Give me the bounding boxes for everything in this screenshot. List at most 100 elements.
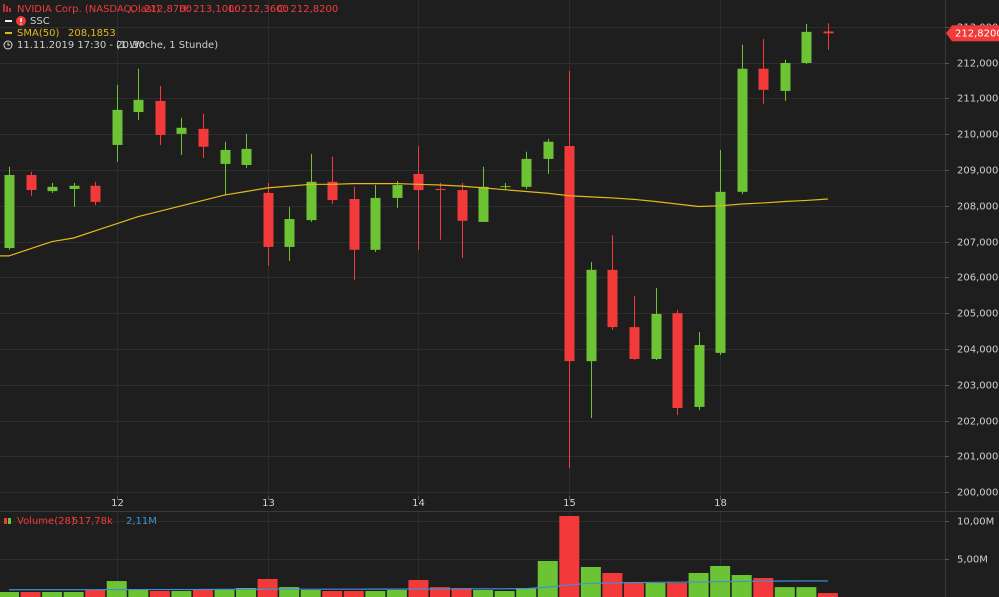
ohlc-label: L: 212,3600 [229, 4, 289, 15]
legend-swatch [5, 32, 12, 34]
candle-body [629, 327, 640, 359]
y-tick-label: 212,0000 [957, 59, 999, 70]
candle-body [392, 185, 403, 198]
volume-bar [473, 590, 494, 597]
volume-bar [365, 590, 386, 597]
volume-bar [688, 572, 709, 597]
volume-bar [20, 591, 41, 597]
legend-entry: 2,11M [126, 516, 157, 527]
volume-title: Volume(28) [17, 516, 75, 527]
ohlc-label: C: 212,8200 [277, 4, 338, 15]
chart-title: NVIDIA Corp. (NASDAQ, last) [17, 4, 160, 15]
volume-bar [645, 583, 666, 597]
candle-body [435, 188, 446, 191]
x-tick-label: 18 [714, 498, 727, 509]
x-tick-label: 13 [262, 498, 275, 509]
candle-body [413, 173, 424, 191]
candle-body [306, 181, 317, 221]
y-tick-label: 207,0000 [957, 238, 999, 249]
ohlc-label: H: 213,1000 [179, 4, 241, 15]
x-tick-label: 15 [563, 498, 576, 509]
volume-bar [753, 577, 774, 597]
candle-body [607, 269, 618, 328]
clock-hands [7, 42, 10, 46]
volume-bar [106, 581, 127, 597]
volume-bar [430, 587, 450, 597]
x-tick-label: 12 [111, 498, 124, 509]
candle-body [133, 99, 144, 113]
volume-last: 517,78k [72, 516, 113, 527]
y-tick-label: 210,0000 [957, 130, 999, 141]
candle-body [586, 269, 597, 362]
volume-bar [0, 591, 19, 597]
y-tick-label: 206,0000 [957, 273, 999, 284]
volume-icon [4, 518, 7, 524]
volume-bar [386, 590, 407, 597]
volume-bar [149, 590, 170, 597]
legend-entry: SMA(50) [17, 28, 59, 39]
candle-body [758, 68, 769, 90]
candle-body [176, 127, 187, 134]
candle-body [198, 128, 209, 147]
volume-bar [322, 590, 343, 597]
candle-body [284, 219, 295, 247]
candle-body [327, 181, 338, 201]
candle-body [112, 109, 123, 145]
candle-body [47, 186, 58, 192]
legend-value: 208,1853 [68, 28, 116, 39]
volume-bar [796, 587, 817, 597]
candle-body [349, 198, 360, 250]
candle-body [521, 158, 532, 187]
y-tick-label: 204,0000 [957, 345, 999, 356]
last-price-label: 212,8200 [955, 28, 999, 39]
candle-body [155, 100, 166, 135]
volume-bar [623, 582, 644, 597]
legend-swatch [5, 20, 12, 22]
volume-bar [63, 591, 84, 597]
volume-bar [192, 590, 213, 597]
candle-body [500, 186, 511, 188]
candle-body [694, 345, 705, 407]
volume-bar [300, 590, 321, 597]
volume-bar [214, 590, 235, 597]
y-tick-label: 203,0000 [957, 381, 999, 392]
volume-bar [494, 590, 515, 597]
volume-bar [171, 590, 192, 597]
volume-bar [451, 588, 472, 597]
chart-icon [3, 4, 11, 12]
volume-bar [774, 587, 795, 597]
y-tick-label: 5,00M [957, 555, 988, 566]
volume-bar [537, 560, 558, 597]
candle-body [90, 185, 101, 202]
candle-body [263, 192, 274, 247]
candle-body [780, 62, 791, 91]
candle-body [241, 148, 252, 165]
candle-body [457, 190, 468, 221]
volume-bar [257, 578, 278, 597]
candle-body [69, 185, 80, 189]
last-price-box [946, 25, 999, 42]
volume-bar [580, 566, 601, 597]
volume-bar [343, 590, 364, 597]
volume-bar [236, 588, 257, 597]
candle-body [651, 313, 662, 359]
indicator-label: SSC [30, 16, 50, 27]
candle-body [801, 31, 812, 63]
y-tick-label: 10,00M [957, 517, 994, 528]
volume-bar [602, 572, 623, 597]
volume-bar [731, 575, 752, 597]
volume-bar [279, 587, 300, 597]
x-tick-label: 14 [412, 498, 425, 509]
candle-body [672, 313, 683, 408]
volume-average-line [9, 580, 828, 591]
y-tick-label: 209,0000 [957, 166, 999, 177]
ohlc-label: O: 212,8700 [130, 4, 192, 15]
candle-body [26, 175, 37, 191]
candle-body [737, 68, 748, 192]
candle-body [4, 175, 15, 249]
y-tick-label: 211,0000 [957, 94, 999, 105]
volume-bar [128, 590, 149, 597]
candle-body [543, 141, 554, 159]
